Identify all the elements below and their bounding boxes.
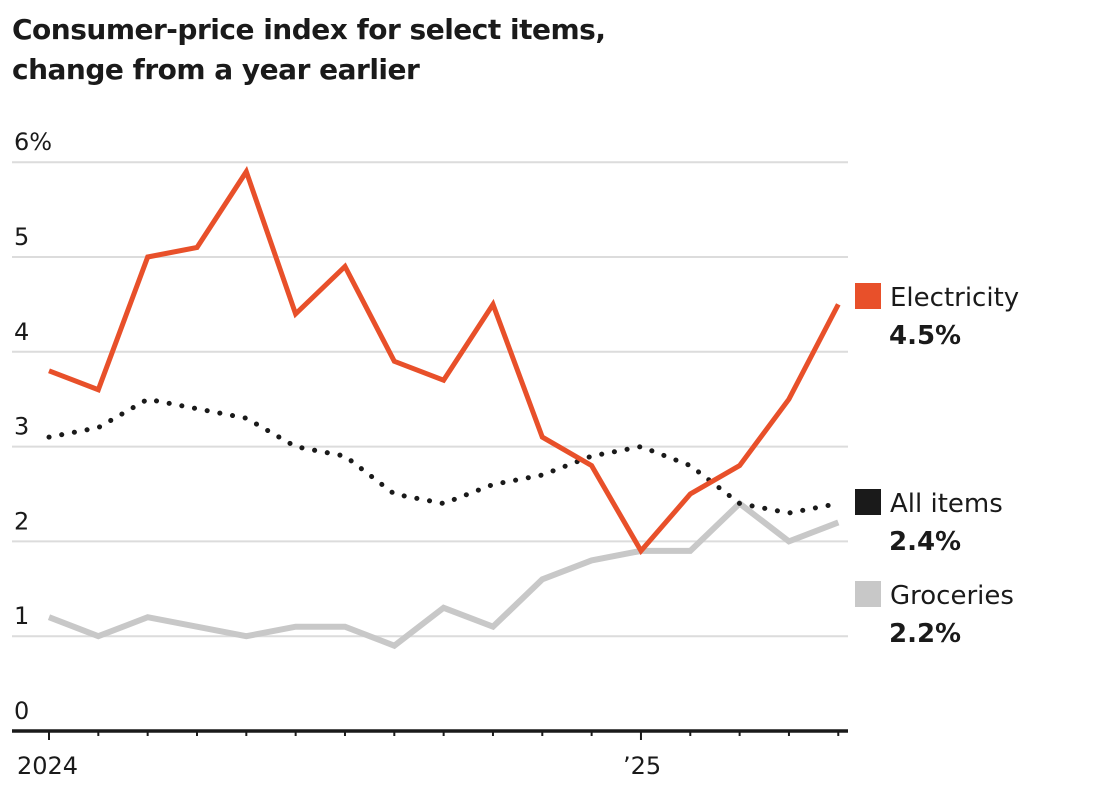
legend-value-electricity: 4.5% (889, 321, 961, 351)
y-tick-label-4: 4 (14, 318, 29, 346)
series-line-all-items (46, 396, 841, 516)
y-axis-labels: 0 1 2 3 4 5 6% (14, 128, 52, 725)
gridlines (12, 161, 848, 638)
chart-title: Consumer-price index for select items, c… (12, 10, 606, 90)
chart-title-line-1: Consumer-price index for select items, (12, 13, 606, 46)
series-line-groceries (47, 499, 840, 650)
legend-item-all-items: All items 2.4% (855, 489, 1003, 557)
series-groceries (47, 499, 840, 650)
legend-swatch-electricity (855, 283, 881, 309)
y-tick-label-0: 0 (14, 697, 29, 725)
legend: Electricity 4.5% All items 2.4% Groceries 2.2… (855, 283, 1019, 649)
x-tick-label-25: ’25 (623, 752, 661, 780)
legend-label-groceries: Groceries (890, 581, 1014, 611)
y-tick-label-2: 2 (14, 507, 29, 535)
legend-item-electricity: Electricity 4.5% (855, 283, 1019, 351)
legend-value-groceries: 2.2% (889, 619, 961, 649)
legend-swatch-all-items (855, 489, 881, 515)
legend-swatch-groceries (855, 581, 881, 607)
chart-title-line-2: change from a year earlier (12, 53, 420, 86)
legend-label-all-items: All items (890, 489, 1003, 519)
y-tick-label-3: 3 (14, 413, 29, 441)
x-tick-label-2024: 2024 (17, 752, 78, 780)
series-line-electricity (48, 166, 841, 556)
series-electricity (48, 166, 841, 556)
legend-value-all-items: 2.4% (889, 527, 961, 557)
y-tick-label-5: 5 (14, 223, 29, 251)
legend-label-electricity: Electricity (890, 283, 1019, 313)
series-all-items (46, 396, 841, 516)
x-axis: 2024 ’25 (12, 729, 848, 780)
series-lines (46, 166, 841, 650)
y-tick-label-1: 1 (14, 602, 29, 630)
y-tick-label-6: 6% (14, 128, 52, 156)
legend-item-groceries: Groceries 2.2% (855, 581, 1014, 649)
